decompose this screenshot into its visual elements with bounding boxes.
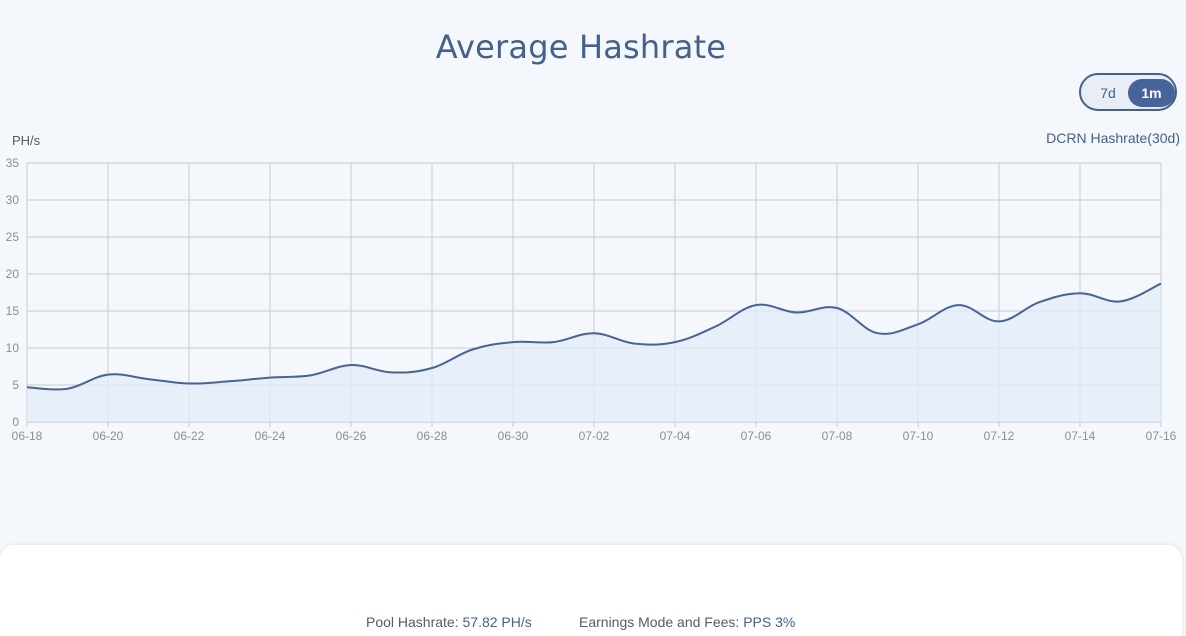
earnings-mode-label: Earnings Mode and Fees: <box>579 614 740 630</box>
range-7d-button[interactable]: 7d <box>1100 85 1116 101</box>
earnings-mode-value: PPS 3% <box>743 614 796 630</box>
data-point[interactable] <box>672 339 678 345</box>
data-point[interactable] <box>794 309 800 315</box>
y-tick-label: 5 <box>12 378 19 392</box>
legend-series-name[interactable]: DCRN Hashrate(30d) <box>1046 130 1180 146</box>
x-tick-label: 06-24 <box>255 429 286 443</box>
data-point[interactable] <box>1077 290 1083 296</box>
data-point[interactable] <box>389 369 395 375</box>
data-point[interactable] <box>267 375 273 381</box>
x-tick-label: 07-10 <box>903 429 934 443</box>
y-tick-label: 20 <box>6 267 20 281</box>
data-point[interactable] <box>65 386 71 392</box>
data-point[interactable] <box>227 378 233 384</box>
x-tick-label: 07-02 <box>579 429 610 443</box>
range-1m-button[interactable]: 1m <box>1128 79 1175 107</box>
y-tick-label: 30 <box>6 193 20 207</box>
pool-hashrate-label: Pool Hashrate: <box>366 614 459 630</box>
x-tick-label: 06-20 <box>93 429 124 443</box>
x-tick-label: 07-14 <box>1065 429 1096 443</box>
y-tick-label: 15 <box>6 304 20 318</box>
x-tick-label: 06-22 <box>174 429 205 443</box>
x-tick-label: 07-06 <box>741 429 772 443</box>
data-point[interactable] <box>753 302 759 308</box>
data-point[interactable] <box>551 339 557 345</box>
data-point[interactable] <box>105 372 111 378</box>
x-tick-label: 06-26 <box>336 429 367 443</box>
x-tick-label: 07-12 <box>984 429 1015 443</box>
data-point[interactable] <box>470 346 476 352</box>
x-axis-ticks: 06-18 06-20 06-22 06-24 06-26 06-28 06-30 07-02… <box>12 429 1177 443</box>
y-axis-ticks: 0 5 10 15 20 25 30 35 <box>6 156 20 429</box>
x-tick-label: 07-08 <box>822 429 853 443</box>
data-point[interactable] <box>996 318 1002 324</box>
pool-hashrate-value: 57.82 PH/s <box>462 614 532 630</box>
page-title: Average Hashrate <box>435 28 727 66</box>
data-point[interactable] <box>1158 281 1164 287</box>
pool-stats-footer: Pool Hashrate: 57.82 PH/s Earnings Mode … <box>0 545 1182 636</box>
data-point[interactable] <box>1037 299 1043 305</box>
data-point[interactable] <box>591 330 597 336</box>
data-point[interactable] <box>186 381 192 387</box>
data-point[interactable] <box>308 372 314 378</box>
time-range-toggle: 7d 1m <box>1079 73 1177 111</box>
data-point[interactable] <box>632 341 638 347</box>
y-tick-label: 35 <box>6 156 20 170</box>
data-point[interactable] <box>429 365 435 371</box>
earnings-mode-stat: Earnings Mode and Fees: PPS 3% <box>579 614 795 630</box>
data-point[interactable] <box>713 324 719 330</box>
data-point[interactable] <box>834 305 840 311</box>
data-point[interactable] <box>146 376 152 382</box>
data-point[interactable] <box>915 321 921 327</box>
data-point[interactable] <box>875 330 881 336</box>
data-point[interactable] <box>348 362 354 368</box>
y-tick-label: 25 <box>6 230 20 244</box>
x-tick-label: 06-28 <box>417 429 448 443</box>
y-axis-unit-label: PH/s <box>12 133 41 148</box>
series-area-fill <box>27 283 1161 422</box>
y-tick-label: 10 <box>6 341 20 355</box>
y-tick-label: 0 <box>12 415 19 429</box>
x-tick-label: 07-04 <box>660 429 691 443</box>
x-tick-label: 06-18 <box>12 429 43 443</box>
hashrate-chart: 0 5 10 15 20 25 30 35 06-18 06-20 06-22 06-24 06-26… <box>6 156 1177 443</box>
series-line[interactable] <box>26 282 1162 391</box>
data-point[interactable] <box>510 339 516 345</box>
data-point[interactable] <box>956 302 962 308</box>
x-tick-label: 06-30 <box>498 429 529 443</box>
pool-hashrate-stat: Pool Hashrate: 57.82 PH/s <box>366 614 532 630</box>
x-tick-label: 07-16 <box>1146 429 1177 443</box>
data-point[interactable] <box>1118 298 1124 304</box>
data-point[interactable] <box>24 384 30 390</box>
